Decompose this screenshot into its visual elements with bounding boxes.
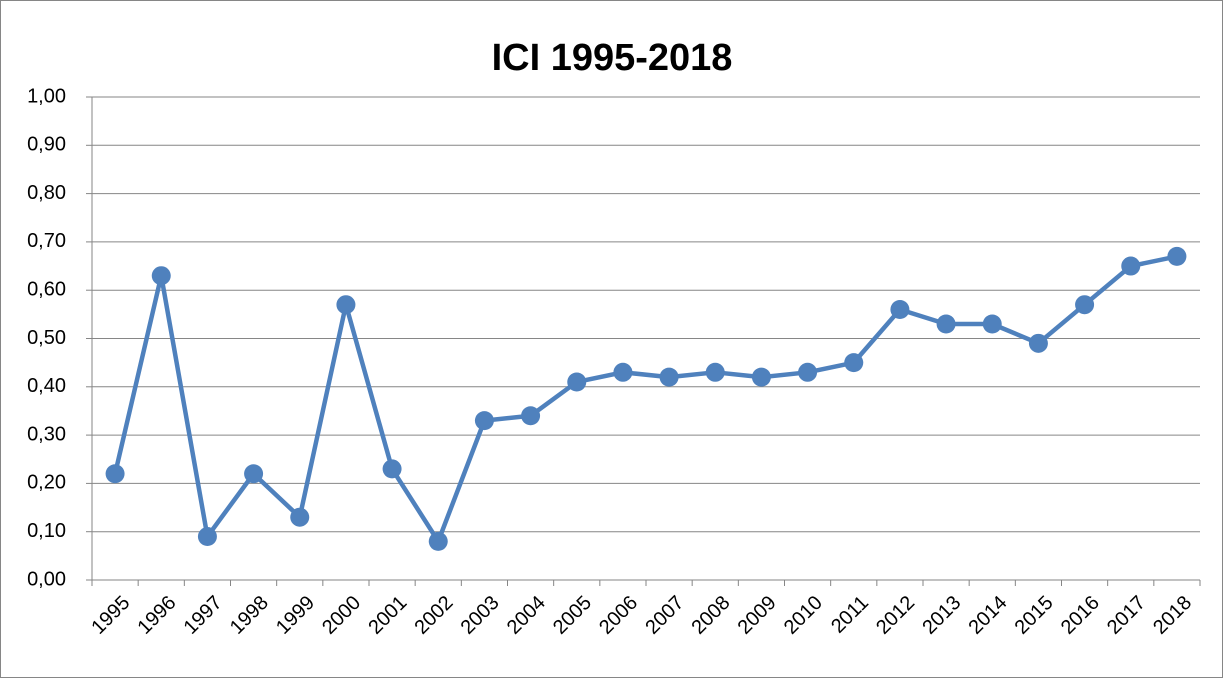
- point: [936, 314, 956, 334]
- point: [151, 266, 171, 286]
- y-tick-label: 0,40: [27, 375, 66, 397]
- y-tick-label: 0,00: [27, 568, 66, 590]
- point: [659, 367, 679, 387]
- point: [1167, 246, 1187, 266]
- y-tick-label: 0,70: [27, 230, 66, 252]
- point: [705, 362, 725, 382]
- y-tick-label: 0,60: [27, 278, 66, 300]
- point: [1075, 295, 1095, 315]
- y-tick-label: 0,10: [27, 520, 66, 542]
- point: [1028, 333, 1048, 353]
- point: [751, 367, 771, 387]
- chart-title: ICI 1995-2018: [492, 37, 733, 79]
- point: [244, 464, 264, 484]
- point: [474, 411, 494, 431]
- point: [982, 314, 1002, 334]
- point: [798, 362, 818, 382]
- point: [567, 372, 587, 392]
- point: [197, 527, 217, 547]
- point: [105, 464, 125, 484]
- y-tick-label: 0,80: [27, 182, 66, 204]
- point: [382, 459, 402, 479]
- y-tick-label: 0,90: [27, 134, 66, 156]
- point: [428, 531, 448, 551]
- point: [290, 507, 310, 527]
- point: [844, 353, 864, 373]
- point: [890, 300, 910, 320]
- y-tick-label: 0,20: [27, 472, 66, 494]
- y-tick-label: 0,30: [27, 423, 66, 445]
- point: [521, 406, 541, 426]
- point: [336, 295, 356, 315]
- point: [613, 362, 633, 382]
- y-tick-label: 0,50: [27, 327, 66, 349]
- y-tick-label: 1,00: [27, 85, 66, 107]
- point: [1121, 256, 1141, 276]
